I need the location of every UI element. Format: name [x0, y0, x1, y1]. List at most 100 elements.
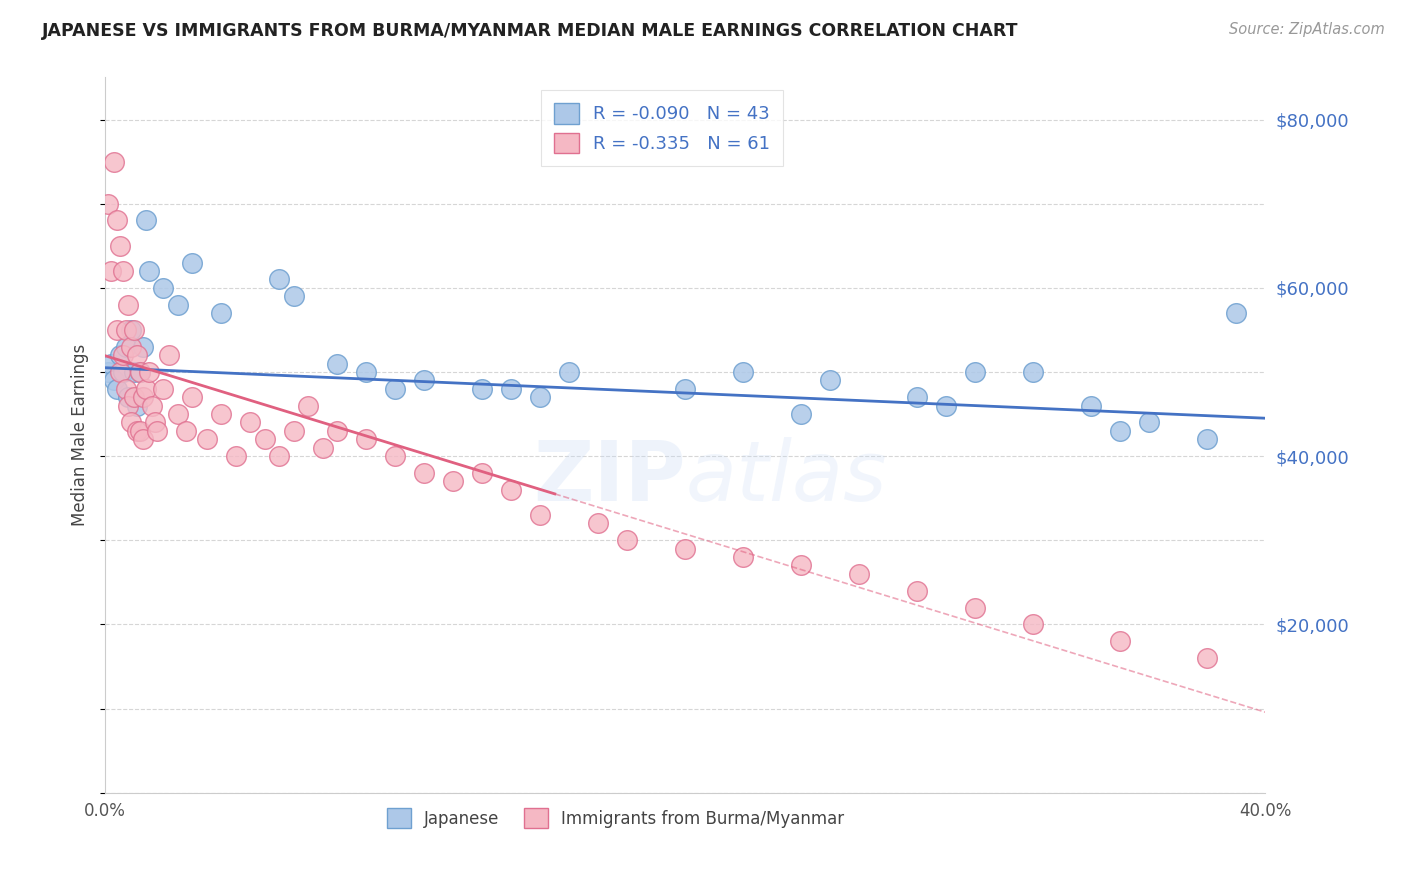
Point — [326, 357, 349, 371]
Point — [135, 382, 157, 396]
Point — [127, 424, 149, 438]
Point — [152, 382, 174, 396]
Point — [588, 516, 610, 531]
Point — [100, 264, 122, 278]
Point — [157, 348, 180, 362]
Legend: Japanese, Immigrants from Burma/Myanmar: Japanese, Immigrants from Burma/Myanmar — [381, 802, 851, 834]
Point — [114, 382, 136, 396]
Point — [129, 424, 152, 438]
Point — [848, 566, 870, 581]
Point — [413, 466, 436, 480]
Point — [312, 441, 335, 455]
Point — [733, 550, 755, 565]
Point — [820, 373, 842, 387]
Point — [616, 533, 638, 548]
Point — [935, 399, 957, 413]
Point — [120, 323, 142, 337]
Point — [138, 365, 160, 379]
Point — [225, 449, 247, 463]
Point — [111, 365, 134, 379]
Point — [1225, 306, 1247, 320]
Point — [105, 382, 128, 396]
Point — [209, 306, 232, 320]
Point — [105, 213, 128, 227]
Point — [143, 416, 166, 430]
Y-axis label: Median Male Earnings: Median Male Earnings — [72, 344, 89, 526]
Point — [166, 407, 188, 421]
Point — [733, 365, 755, 379]
Point — [1197, 432, 1219, 446]
Point — [326, 424, 349, 438]
Point — [122, 390, 145, 404]
Point — [1080, 399, 1102, 413]
Point — [103, 154, 125, 169]
Point — [129, 365, 152, 379]
Point — [269, 272, 291, 286]
Point — [297, 399, 319, 413]
Point — [105, 323, 128, 337]
Point — [269, 449, 291, 463]
Point — [239, 416, 262, 430]
Point — [283, 289, 305, 303]
Point — [1022, 365, 1045, 379]
Point — [117, 390, 139, 404]
Point — [354, 365, 377, 379]
Point — [209, 407, 232, 421]
Text: atlas: atlas — [685, 437, 887, 518]
Point — [135, 213, 157, 227]
Point — [166, 298, 188, 312]
Point — [181, 390, 204, 404]
Text: ZIP: ZIP — [533, 437, 685, 518]
Point — [1022, 617, 1045, 632]
Point — [114, 323, 136, 337]
Point — [97, 365, 120, 379]
Point — [111, 264, 134, 278]
Point — [122, 323, 145, 337]
Point — [108, 348, 131, 362]
Point — [132, 390, 155, 404]
Point — [1137, 416, 1160, 430]
Point — [146, 424, 169, 438]
Point — [117, 399, 139, 413]
Point — [501, 483, 523, 497]
Text: JAPANESE VS IMMIGRANTS FROM BURMA/MYANMAR MEDIAN MALE EARNINGS CORRELATION CHART: JAPANESE VS IMMIGRANTS FROM BURMA/MYANMA… — [42, 22, 1019, 40]
Point — [965, 600, 987, 615]
Point — [1109, 424, 1132, 438]
Point — [127, 348, 149, 362]
Point — [120, 416, 142, 430]
Point — [100, 357, 122, 371]
Point — [138, 264, 160, 278]
Point — [905, 583, 928, 598]
Point — [354, 432, 377, 446]
Point — [501, 382, 523, 396]
Point — [108, 238, 131, 252]
Point — [384, 382, 406, 396]
Point — [132, 432, 155, 446]
Point — [195, 432, 218, 446]
Point — [413, 373, 436, 387]
Point — [122, 365, 145, 379]
Point — [673, 541, 696, 556]
Point — [283, 424, 305, 438]
Point — [441, 475, 464, 489]
Point — [471, 382, 494, 396]
Point — [673, 382, 696, 396]
Point — [790, 558, 813, 573]
Point — [253, 432, 276, 446]
Point — [132, 340, 155, 354]
Point — [471, 466, 494, 480]
Point — [97, 196, 120, 211]
Point — [111, 348, 134, 362]
Point — [103, 373, 125, 387]
Point — [152, 281, 174, 295]
Point — [529, 390, 551, 404]
Point — [117, 298, 139, 312]
Point — [181, 255, 204, 269]
Point — [176, 424, 198, 438]
Point — [108, 365, 131, 379]
Point — [1197, 651, 1219, 665]
Point — [129, 365, 152, 379]
Text: Source: ZipAtlas.com: Source: ZipAtlas.com — [1229, 22, 1385, 37]
Point — [905, 390, 928, 404]
Point — [529, 508, 551, 522]
